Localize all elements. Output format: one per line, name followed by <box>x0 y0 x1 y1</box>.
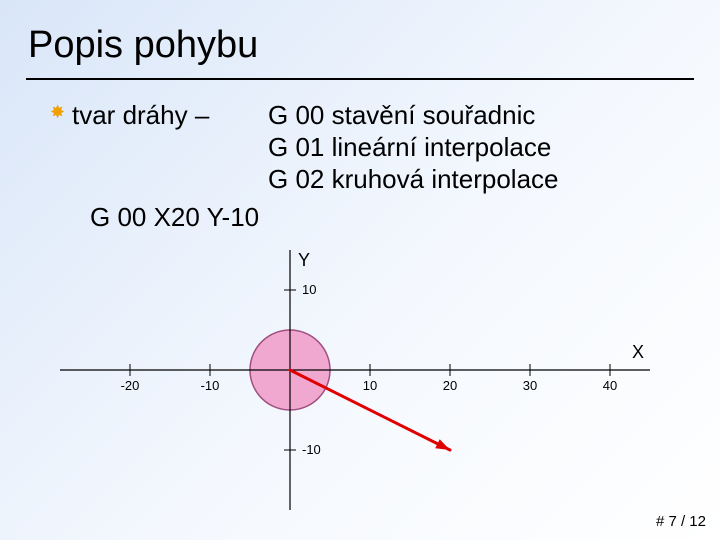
x-tick-label: 40 <box>603 378 617 393</box>
x-tick-label: -20 <box>121 378 140 393</box>
motion-arrow-head <box>435 439 450 450</box>
page-title: Popis pohybu <box>28 24 258 67</box>
bullet-icon: ✸ <box>50 102 65 123</box>
lead-text: tvar dráhy – <box>72 100 209 131</box>
x-axis-label: X <box>632 342 644 362</box>
example-line: G 00 X20 Y-10 <box>90 202 259 233</box>
x-tick-label: -10 <box>201 378 220 393</box>
page-number: # 7 / 12 <box>656 513 706 530</box>
coordinate-diagram: YX-20-101020304010-10-20 <box>60 250 650 510</box>
g02-line: G 02 kruhová interpolace <box>268 164 559 195</box>
g00-line: G 00 stavění souřadnic <box>268 100 535 131</box>
g01-line: G 01 lineární interpolace <box>268 132 551 163</box>
y-axis-label: Y <box>298 250 310 270</box>
x-tick-label: 20 <box>443 378 457 393</box>
y-tick-label: 10 <box>302 282 316 297</box>
x-tick-label: 30 <box>523 378 537 393</box>
y-tick-label: -10 <box>302 442 321 457</box>
x-tick-label: 10 <box>363 378 377 393</box>
title-divider <box>26 78 694 80</box>
